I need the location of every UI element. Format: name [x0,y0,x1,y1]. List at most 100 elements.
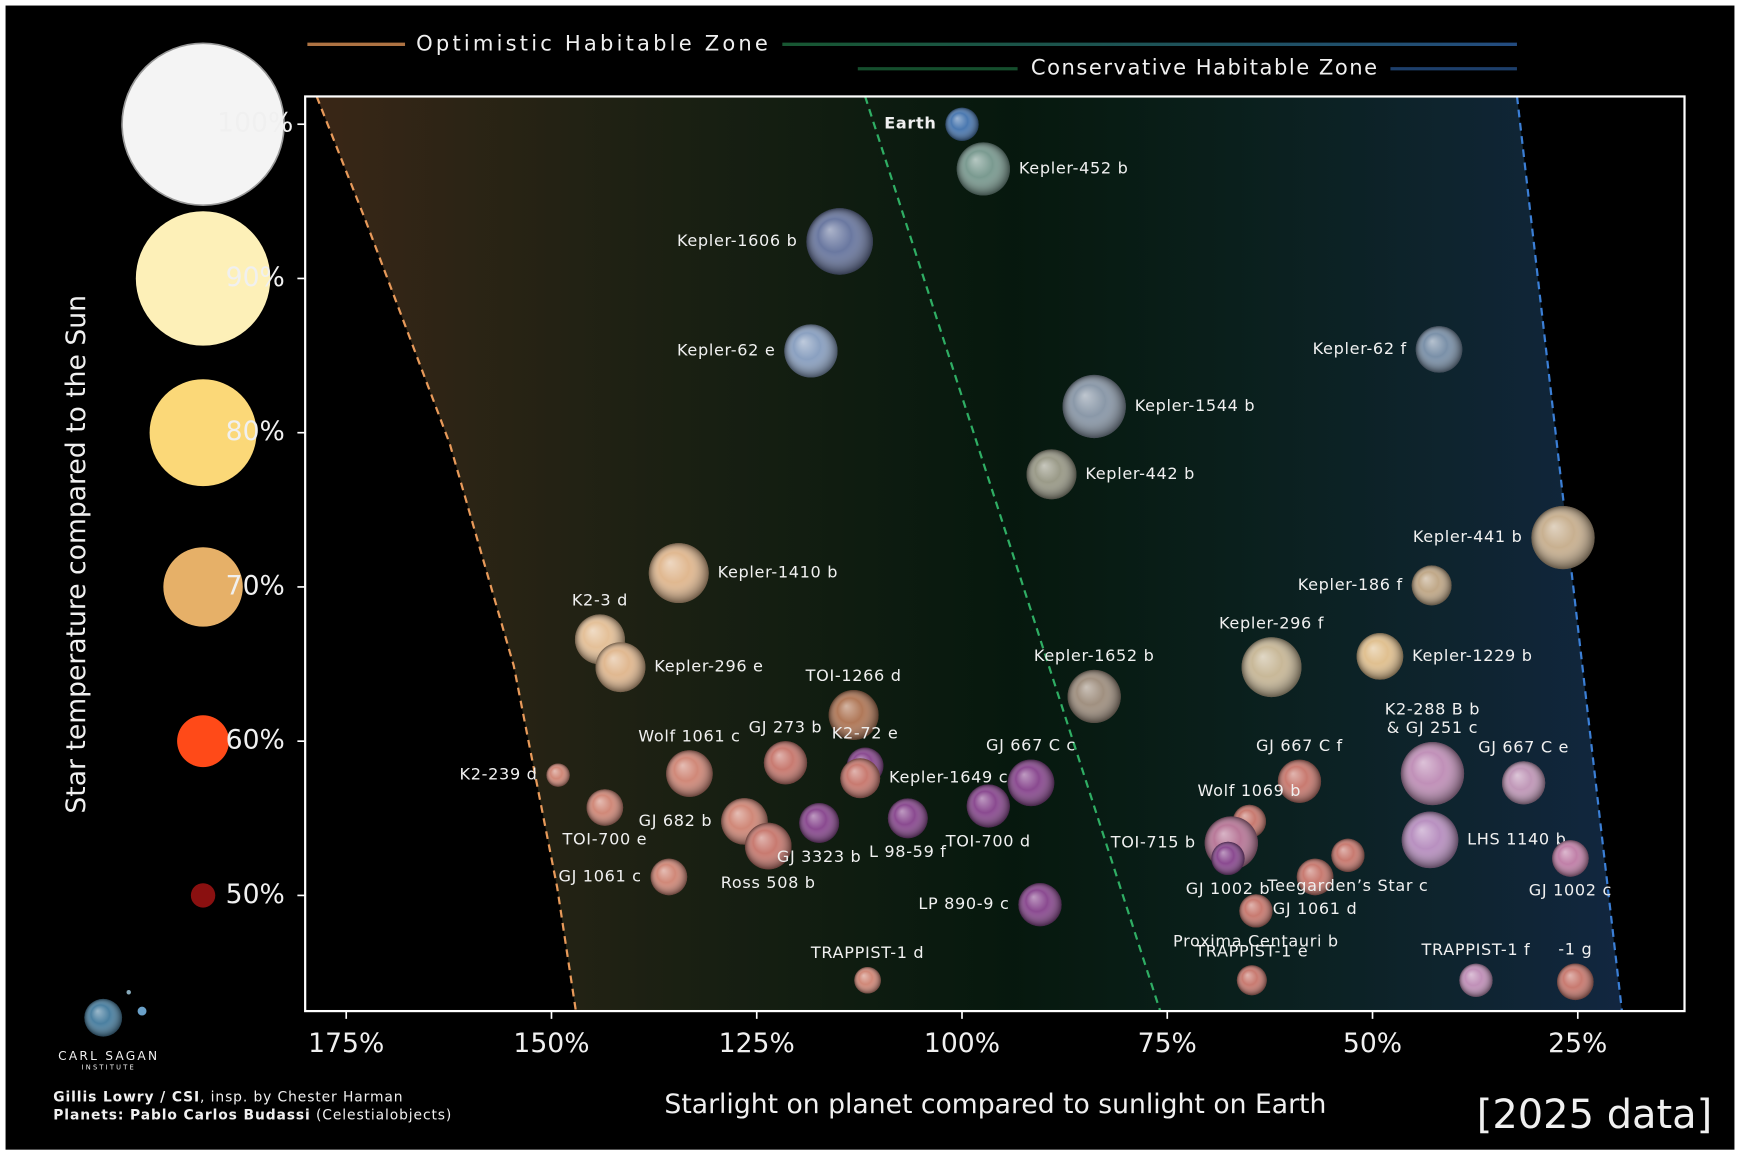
y-tick-label: 60% [226,725,285,756]
zone-boundary [1515,96,1624,1012]
planet-label: GJ 667 C e [1478,737,1569,756]
planet-shading [784,324,838,378]
planet-label: GJ 667 C f [1256,736,1343,755]
planet-label: Kepler-62 e [677,340,775,359]
planet-label: K2-3 d [572,591,628,610]
credit-text: (Celestialobjects) [311,1107,453,1123]
planet-shading [666,750,713,797]
planet-label: GJ 1061 d [1273,899,1358,918]
planet-label: K2-239 d [460,765,538,784]
planet-shading [1400,741,1465,806]
planet-shading [1459,963,1493,997]
planet-label: Kepler-1410 b [718,563,839,582]
planet-shading [1557,963,1594,1001]
planet-shading [1067,669,1121,724]
planet-label: Wolf 1069 b [1198,781,1302,800]
planet-label: LHS 1140 b [1467,829,1566,848]
logo-name: CARL SAGAN [58,1049,159,1063]
credit-line: Planets: Pablo Carlos Budassi (Celestial… [53,1107,452,1123]
planet-label: Kepler-1649 c [889,768,1008,787]
planet-shading [1501,761,1546,805]
legend-label: Optimistic Habitable Zone [416,30,768,55]
marks: Earth Kepler-452 b Kepler-1606 b Kepler-62 … [460,107,1612,1001]
planet-shading [840,758,881,799]
logo-sub: INSTITUTE [82,1064,136,1072]
planet-label: TOI-700 d [945,831,1031,850]
y-tick-label: 100% [217,108,293,139]
data-note: [2025 data] [1477,1092,1712,1138]
planet-label: Wolf 1061 c [638,726,740,745]
y-tick-label: 70% [226,570,285,601]
credit-text: , insp. by Chester Harman [200,1090,403,1106]
logo-moon [137,1006,147,1016]
planet-label: TRAPPIST-1 f [1421,940,1531,959]
y-tick-label: 90% [226,262,285,293]
planet-shading [1531,505,1595,570]
planet-label: Proxima Centauri b [1173,931,1339,950]
credit-name: Gillis Lowry / CSI [53,1090,200,1106]
planet-label: GJ 3323 b [777,847,862,866]
planet-label: Kepler-186 f [1298,575,1403,594]
x-tick-label: 75% [1138,1028,1197,1059]
x-axis-label: Starlight on planet compared to sunlight… [664,1089,1326,1120]
planet-shading [1356,633,1404,680]
planet-shading [1007,759,1055,807]
x-tick-label: 25% [1548,1028,1607,1059]
planet-label: Teegarden’s Star c [1266,876,1428,895]
planet-label: Kepler-452 b [1019,158,1129,177]
planet-shading [1026,449,1077,500]
legend-label: Conservative Habitable Zone [1031,55,1377,80]
plot-frame [304,95,1686,1013]
star-circle [121,42,285,206]
planet-label: GJ 682 b [639,811,713,830]
planet-shading [828,690,879,740]
planet-label: Kepler-441 b [1413,527,1523,546]
x-tick-label: 50% [1343,1028,1402,1059]
planet-shading [1411,565,1452,606]
planet-label: -1 g [1558,940,1592,959]
planet-label: Earth [884,114,936,133]
planet-label: K2-288 B b [1385,699,1480,718]
star-circle [135,211,271,346]
planet-label: LP 890-9 c [918,894,1009,913]
planet-label: & GJ 251 c [1387,718,1478,737]
planet-label: TOI-1266 d [805,666,902,685]
planet-shading [1211,841,1245,876]
planet-label: GJ 1002 c [1529,881,1612,900]
planet-label: Ross 508 b [721,873,816,892]
planet-shading [648,543,709,603]
x-tick-label: 125% [719,1028,795,1059]
star-circle [149,379,257,487]
planet-shading [887,798,928,839]
planet-shading [744,822,792,870]
planet-shading [966,784,1010,828]
planet-shading [1415,326,1463,373]
planet-label: TOI-715 b [1110,832,1196,851]
planet-label: GJ 1061 c [558,866,641,885]
planet-shading [1401,811,1459,869]
logo-globe-shade [84,998,123,1037]
planet-shading [1241,637,1302,698]
planet-label: Kepler-1544 b [1135,396,1256,415]
planet-shading [1296,858,1334,896]
planet-shading [763,741,808,785]
planet-shading [650,858,688,896]
planet-label: Kepler-62 f [1313,339,1407,358]
planet-shading [586,789,624,826]
planet-label: Kepler-296 f [1219,613,1324,632]
planet-shading [1277,759,1322,803]
credit-name: Planets: Pablo Carlos Budassi [53,1107,310,1123]
planet-label: Kepler-442 b [1085,464,1195,483]
planet-label: GJ 273 b [749,717,823,736]
planet-shading [854,966,881,994]
planet-shading [956,142,1010,196]
star-circle [190,883,216,908]
y-axis-label: Star temperature compared to the Sun [61,295,92,814]
planet-shading [546,763,570,787]
logo-dot [126,990,131,995]
x-tick-label: 150% [513,1028,589,1059]
y-tick-label: 50% [226,879,285,910]
star-circle [163,547,243,627]
